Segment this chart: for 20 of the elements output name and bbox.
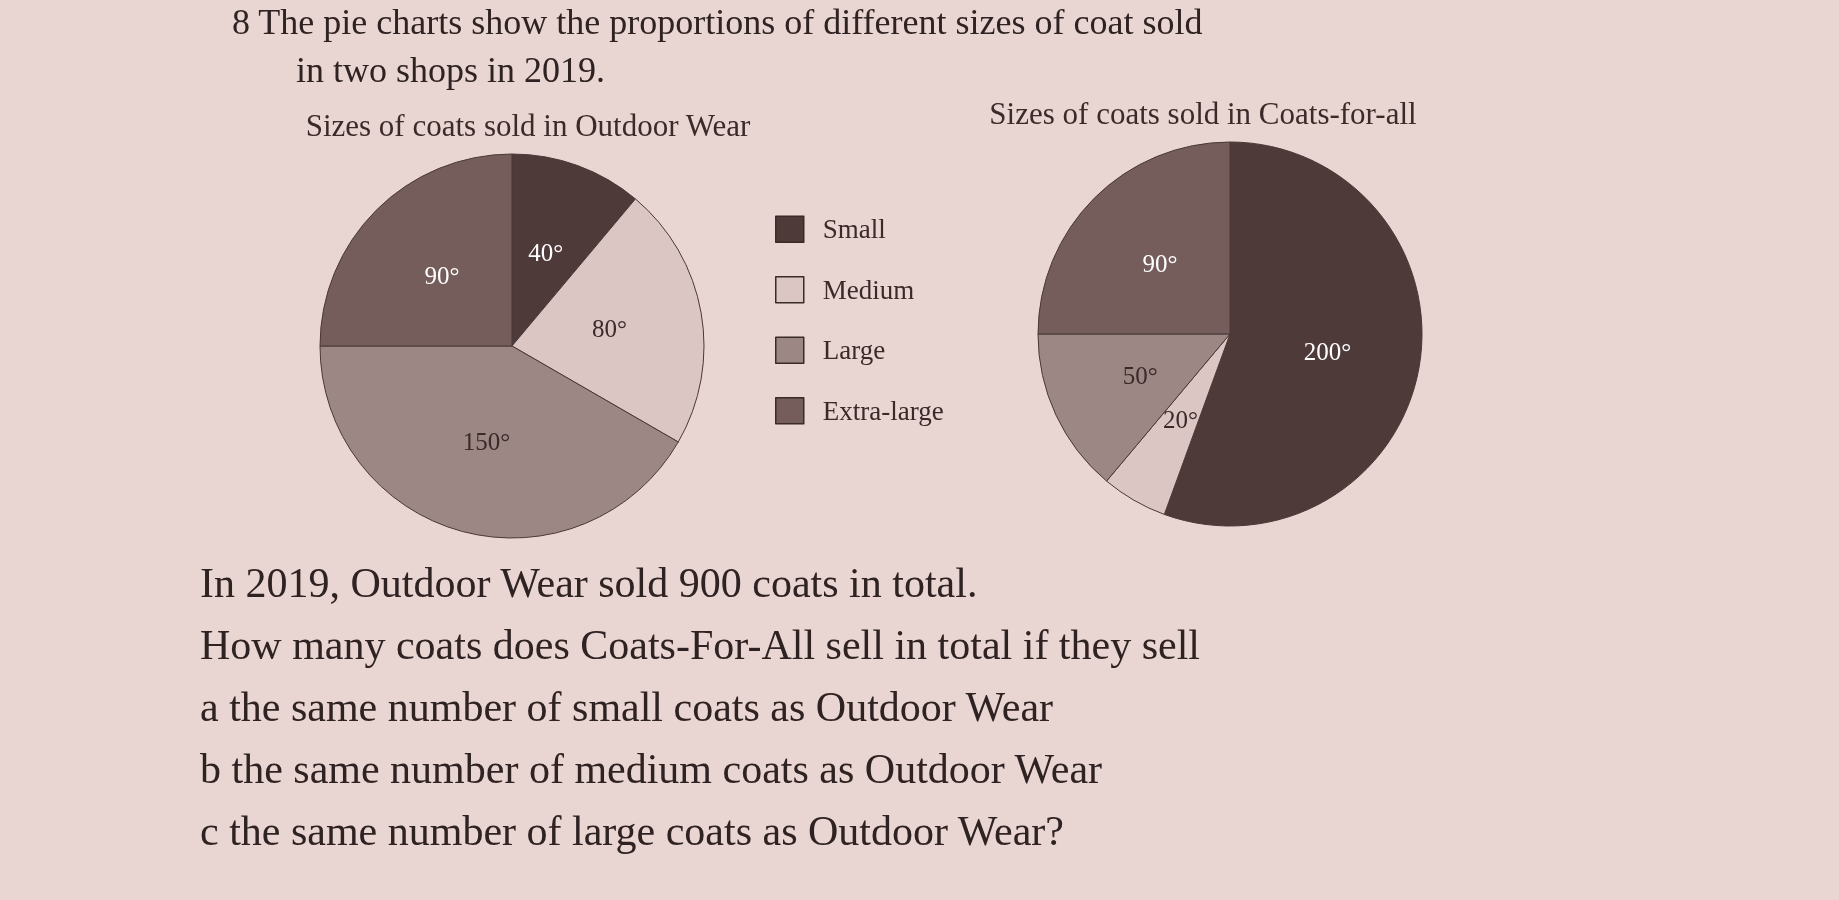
data-label: 150° — [462, 428, 511, 456]
text: b the same number of medium coats as Outdoor Wear — [200, 745, 1104, 794]
legend-label: Medium — [822, 274, 915, 305]
data-label: 90° — [1142, 250, 1178, 278]
data-label: 200° — [1303, 337, 1352, 365]
text: a the same number of small coats as Outdoor Wear — [200, 683, 1055, 732]
data-label: 50° — [1122, 362, 1158, 390]
chart-title: 8 The pie charts show the proportions of different sizes of coat sold in two shops in 2019. — [232, 1, 1204, 92]
text: c the same number of large coats as Outdoor Wear? — [200, 807, 1065, 856]
legend-label: Large — [822, 335, 886, 366]
text: In 2019, Outdoor Wear sold 900 coats in total. — [200, 559, 979, 608]
text: How many coats does Coats-For-All sell in total if they sell — [200, 621, 1201, 670]
data-label: 80° — [592, 315, 627, 343]
data-label: 40° — [528, 239, 564, 267]
data-label: 20° — [1163, 406, 1198, 434]
legend-label: Extra-large — [822, 395, 944, 426]
legend-label: Small — [822, 214, 886, 245]
slice-label: Sizes of coats sold in Coats-for-all — [989, 96, 1417, 132]
slice-label: Sizes of coats sold in Outdoor Wear — [305, 108, 751, 144]
data-label: 90° — [424, 262, 460, 290]
